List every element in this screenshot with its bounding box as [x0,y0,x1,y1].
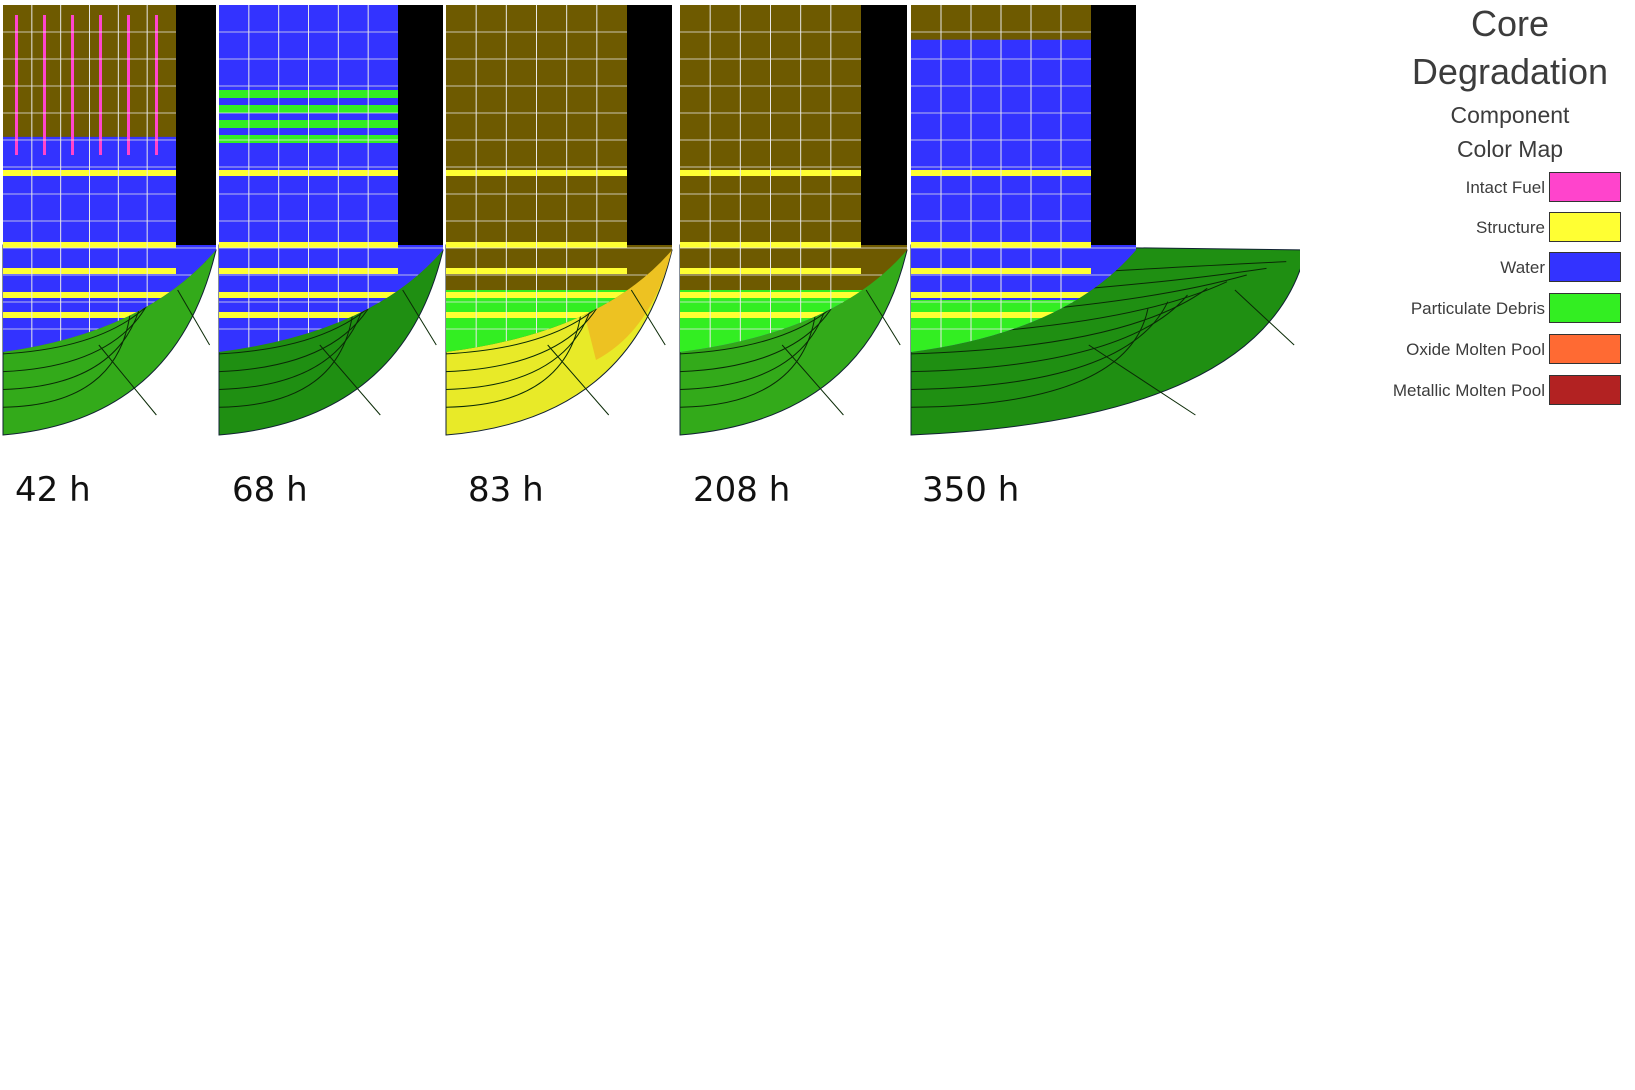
legend-swatch [1549,172,1621,202]
legend-label: Water [1500,258,1545,277]
snapshot-panel-5 [910,5,1300,436]
time-label-4: 208 h [693,470,791,510]
head-mesh-radial [630,289,666,346]
intact-fuel-rod [155,15,158,155]
head-mesh-arc [445,308,583,408]
head-mesh-radial [547,344,610,416]
head-mesh-radial [177,289,211,346]
intact-fuel-rod [71,15,74,155]
intact-fuel-rod [99,15,102,155]
legend-item-oxide-molten-pool: Oxide Molten Pool [1300,333,1625,367]
intact-fuel-rod [43,15,46,155]
legend-label: Oxide Molten Pool [1406,340,1545,359]
legend-swatch [1549,252,1621,282]
bypass-region [176,5,216,245]
legend-label: Intact Fuel [1465,178,1545,197]
legend-label: Particulate Debris [1410,299,1545,318]
legend-swatch [1549,293,1621,323]
time-label-5: 350 h [922,470,1020,510]
head-mesh-radial [402,289,437,346]
legend-label: Structure [1476,218,1545,237]
legend-item-water: Water [1300,251,1625,285]
snapshot-panel-1 [2,5,217,436]
legend-swatch [1549,212,1621,242]
head-mesh-radial [1088,344,1196,416]
intact-fuel-rod [127,15,130,155]
head-mesh-arc [910,287,1208,355]
legend-subtitle-line1: Component [1450,102,1570,128]
color-map-legend: Core Degradation Component Color Map Int… [1300,0,1635,440]
head-mesh-arc [445,301,594,390]
head-mesh-arc [218,301,366,390]
head-mesh-arc [2,301,142,390]
head-mesh-arc [445,294,605,373]
legend-label: Metallic Molten Pool [1392,381,1545,400]
snapshot-panel-2 [218,5,444,436]
bypass-region [627,5,672,245]
bypass-region [861,5,907,245]
head-mesh-arc [218,294,377,373]
legend-title-line1: Core [1470,3,1550,44]
snapshot-panels [2,5,1300,436]
head-mesh-radial [781,344,844,416]
bypass-region [1091,5,1136,245]
head-mesh-radial [319,344,381,416]
head-mesh-radial [98,344,157,416]
legend-item-structure: Structure [1300,211,1625,245]
snapshot-panel-3 [445,5,673,436]
legend-subtitle-line2: Color Map [1456,136,1564,162]
legend-title-line2: Degradation [1411,51,1609,92]
head-mesh-arc [910,308,1149,408]
legend-swatch [1549,375,1621,405]
head-mesh-arc [679,294,840,373]
legend-item-particulate-debris: Particulate Debris [1300,292,1625,326]
head-mesh-arc [910,294,1188,373]
bypass-region [398,5,443,245]
time-label-2: 68 h [232,470,308,510]
head-mesh-radial [1234,289,1295,346]
core-region [446,5,672,352]
legend-swatch [1549,334,1621,364]
head-mesh-arc [679,301,829,390]
intact-fuel-rod [15,15,18,155]
head-mesh-radial [865,289,901,346]
legend-item-intact-fuel: Intact Fuel [1300,171,1625,205]
head-mesh-arc [2,294,153,373]
head-mesh-arc [910,301,1169,390]
head-mesh-arc [679,308,817,408]
snapshot-panel-4 [679,5,908,436]
legend-item-metallic-molten-pool: Metallic Molten Pool [1300,374,1625,408]
head-mesh-arc [218,308,354,408]
time-label-3: 83 h [468,470,544,510]
head-mesh-arc [2,308,132,408]
time-label-1: 42 h [15,470,91,510]
